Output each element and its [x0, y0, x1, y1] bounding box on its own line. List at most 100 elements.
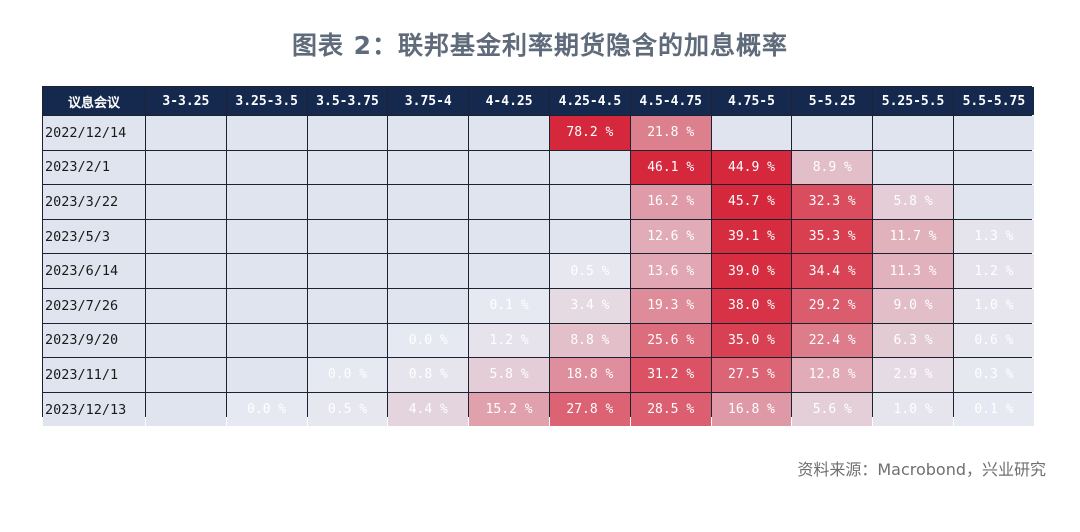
heatmap-cell: [146, 219, 226, 254]
heatmap-cell: 25.6 %: [630, 323, 711, 358]
heatmap-cell: 19.3 %: [630, 289, 711, 323]
heatmap-cell: [307, 185, 388, 219]
heatmap-cell: 2.9 %: [873, 358, 953, 392]
heatmap-cell: 5.6 %: [792, 392, 873, 427]
heatmap-cell: 35.0 %: [711, 323, 792, 358]
heatmap-cell: 12.6 %: [630, 219, 711, 254]
heatmap-cell: 11.3 %: [873, 254, 953, 288]
header-meeting: 议息会议: [43, 87, 145, 115]
heatmap-cell: 27.5 %: [711, 358, 792, 392]
heatmap-cell: 0.5 %: [307, 392, 388, 427]
heatmap-cell: 0.0 %: [226, 392, 307, 427]
heatmap-cell: [388, 185, 469, 219]
column-header: 3-3.25: [146, 87, 226, 115]
heatmap-cell: 0.1 %: [469, 289, 549, 323]
heatmap-cell: [550, 185, 630, 219]
column-header: 3.75-4: [388, 87, 469, 115]
heatmap-cell: 1.2 %: [469, 323, 549, 358]
heatmap-cell: 21.8 %: [630, 116, 711, 150]
heatmap-cell: 6.3 %: [873, 323, 953, 358]
heatmap-cell: 13.6 %: [630, 254, 711, 288]
heatmap-cell: [146, 392, 226, 427]
heatmap-cell: [550, 219, 630, 254]
heatmap-cell: [954, 185, 1034, 219]
heatmap-cell: [388, 116, 469, 150]
heatmap-cell: [226, 185, 307, 219]
column-header: 4.5-4.75: [630, 87, 711, 115]
heatmap-cell: 28.5 %: [630, 392, 711, 427]
heatmap-cell: 3.4 %: [550, 289, 630, 323]
chart-title: 图表 2：联邦基金利率期货隐含的加息概率: [291, 31, 789, 60]
heatmap-cell: 1.0 %: [954, 289, 1034, 323]
heatmap-cell: [711, 116, 792, 150]
heatmap-cell: [146, 358, 226, 392]
heatmap-cell: [146, 289, 226, 323]
heatmap-cell: 16.8 %: [711, 392, 792, 427]
heatmap-cell: [226, 323, 307, 358]
heatmap-cell: [146, 150, 226, 185]
heatmap-cell: [146, 323, 226, 358]
heatmap-cell: 78.2 %: [550, 116, 630, 150]
heatmap-cell: [469, 219, 549, 254]
heatmap-cell: [873, 150, 953, 185]
heatmap-cell: 39.1 %: [711, 219, 792, 254]
heatmap-cell: [954, 116, 1034, 150]
heatmap-cell: [226, 254, 307, 288]
heatmap-cell: 44.9 %: [711, 150, 792, 185]
column-header: 5.25-5.5: [873, 87, 953, 115]
heatmap-cell: 29.2 %: [792, 289, 873, 323]
heatmap-cell: [954, 150, 1034, 185]
heatmap-cell: 0.1 %: [954, 392, 1034, 427]
heatmap-cell: 39.0 %: [711, 254, 792, 288]
heatmap-cell: [146, 254, 226, 288]
heatmap-cell: 0.5 %: [550, 254, 630, 288]
heatmap-cell: 46.1 %: [630, 150, 711, 185]
heatmap-cell: 1.3 %: [954, 219, 1034, 254]
heatmap-cell: 0.6 %: [954, 323, 1034, 358]
heatmap-cell: [307, 323, 388, 358]
heatmap-cell: 34.4 %: [792, 254, 873, 288]
heatmap-cell: [307, 289, 388, 323]
heatmap-cell: 45.7 %: [711, 185, 792, 219]
heatmap-cell: [226, 116, 307, 150]
row-label: 2023/9/20: [43, 323, 145, 358]
heatmap-cell: 5.8 %: [873, 185, 953, 219]
heatmap-cell: 22.4 %: [792, 323, 873, 358]
heatmap-cell: 4.4 %: [388, 392, 469, 427]
column-header: 3.5-3.75: [307, 87, 388, 115]
row-label: 2023/6/14: [43, 254, 145, 288]
heatmap-cell: 0.0 %: [388, 323, 469, 358]
heatmap-cell: [469, 116, 549, 150]
column-header: 5.5-5.75: [954, 87, 1034, 115]
heatmap-cell: [792, 116, 873, 150]
heatmap-cell: 12.8 %: [792, 358, 873, 392]
heatmap-cell: [307, 116, 388, 150]
heatmap-cell: 0.0 %: [307, 358, 388, 392]
column-header: 4.75-5: [711, 87, 792, 115]
heatmap-cell: [307, 219, 388, 254]
heatmap-cell: 8.9 %: [792, 150, 873, 185]
heatmap-cell: 35.3 %: [792, 219, 873, 254]
heatmap-cell: [469, 150, 549, 185]
heatmap-cell: 32.3 %: [792, 185, 873, 219]
heatmap-cell: 27.8 %: [550, 392, 630, 427]
heatmap-cell: [873, 116, 953, 150]
row-label: 2023/11/1: [43, 358, 145, 392]
heatmap-cell: [307, 150, 388, 185]
heatmap-cell: [307, 254, 388, 288]
heatmap-cell: [388, 289, 469, 323]
heatmap-cell: [146, 116, 226, 150]
heatmap-cell: [226, 358, 307, 392]
heatmap-cell: 1.2 %: [954, 254, 1034, 288]
heatmap-cell: [550, 150, 630, 185]
heatmap-cell: 16.2 %: [630, 185, 711, 219]
row-label: 2022/12/14: [43, 116, 145, 150]
row-label: 2023/3/22: [43, 185, 145, 219]
heatmap-cell: 15.2 %: [469, 392, 549, 427]
probability-heatmap-table: 议息会议 3-3.25 3.25-3.5 3.5-3.75 3.75-4 4-4.25 4.…: [42, 86, 1034, 427]
row-label: 2023/7/26: [43, 289, 145, 323]
row-label: 2023/2/1: [43, 150, 145, 185]
heatmap-cell: 18.8 %: [550, 358, 630, 392]
heatmap-cell: 38.0 %: [711, 289, 792, 323]
heatmap-cell: [388, 254, 469, 288]
